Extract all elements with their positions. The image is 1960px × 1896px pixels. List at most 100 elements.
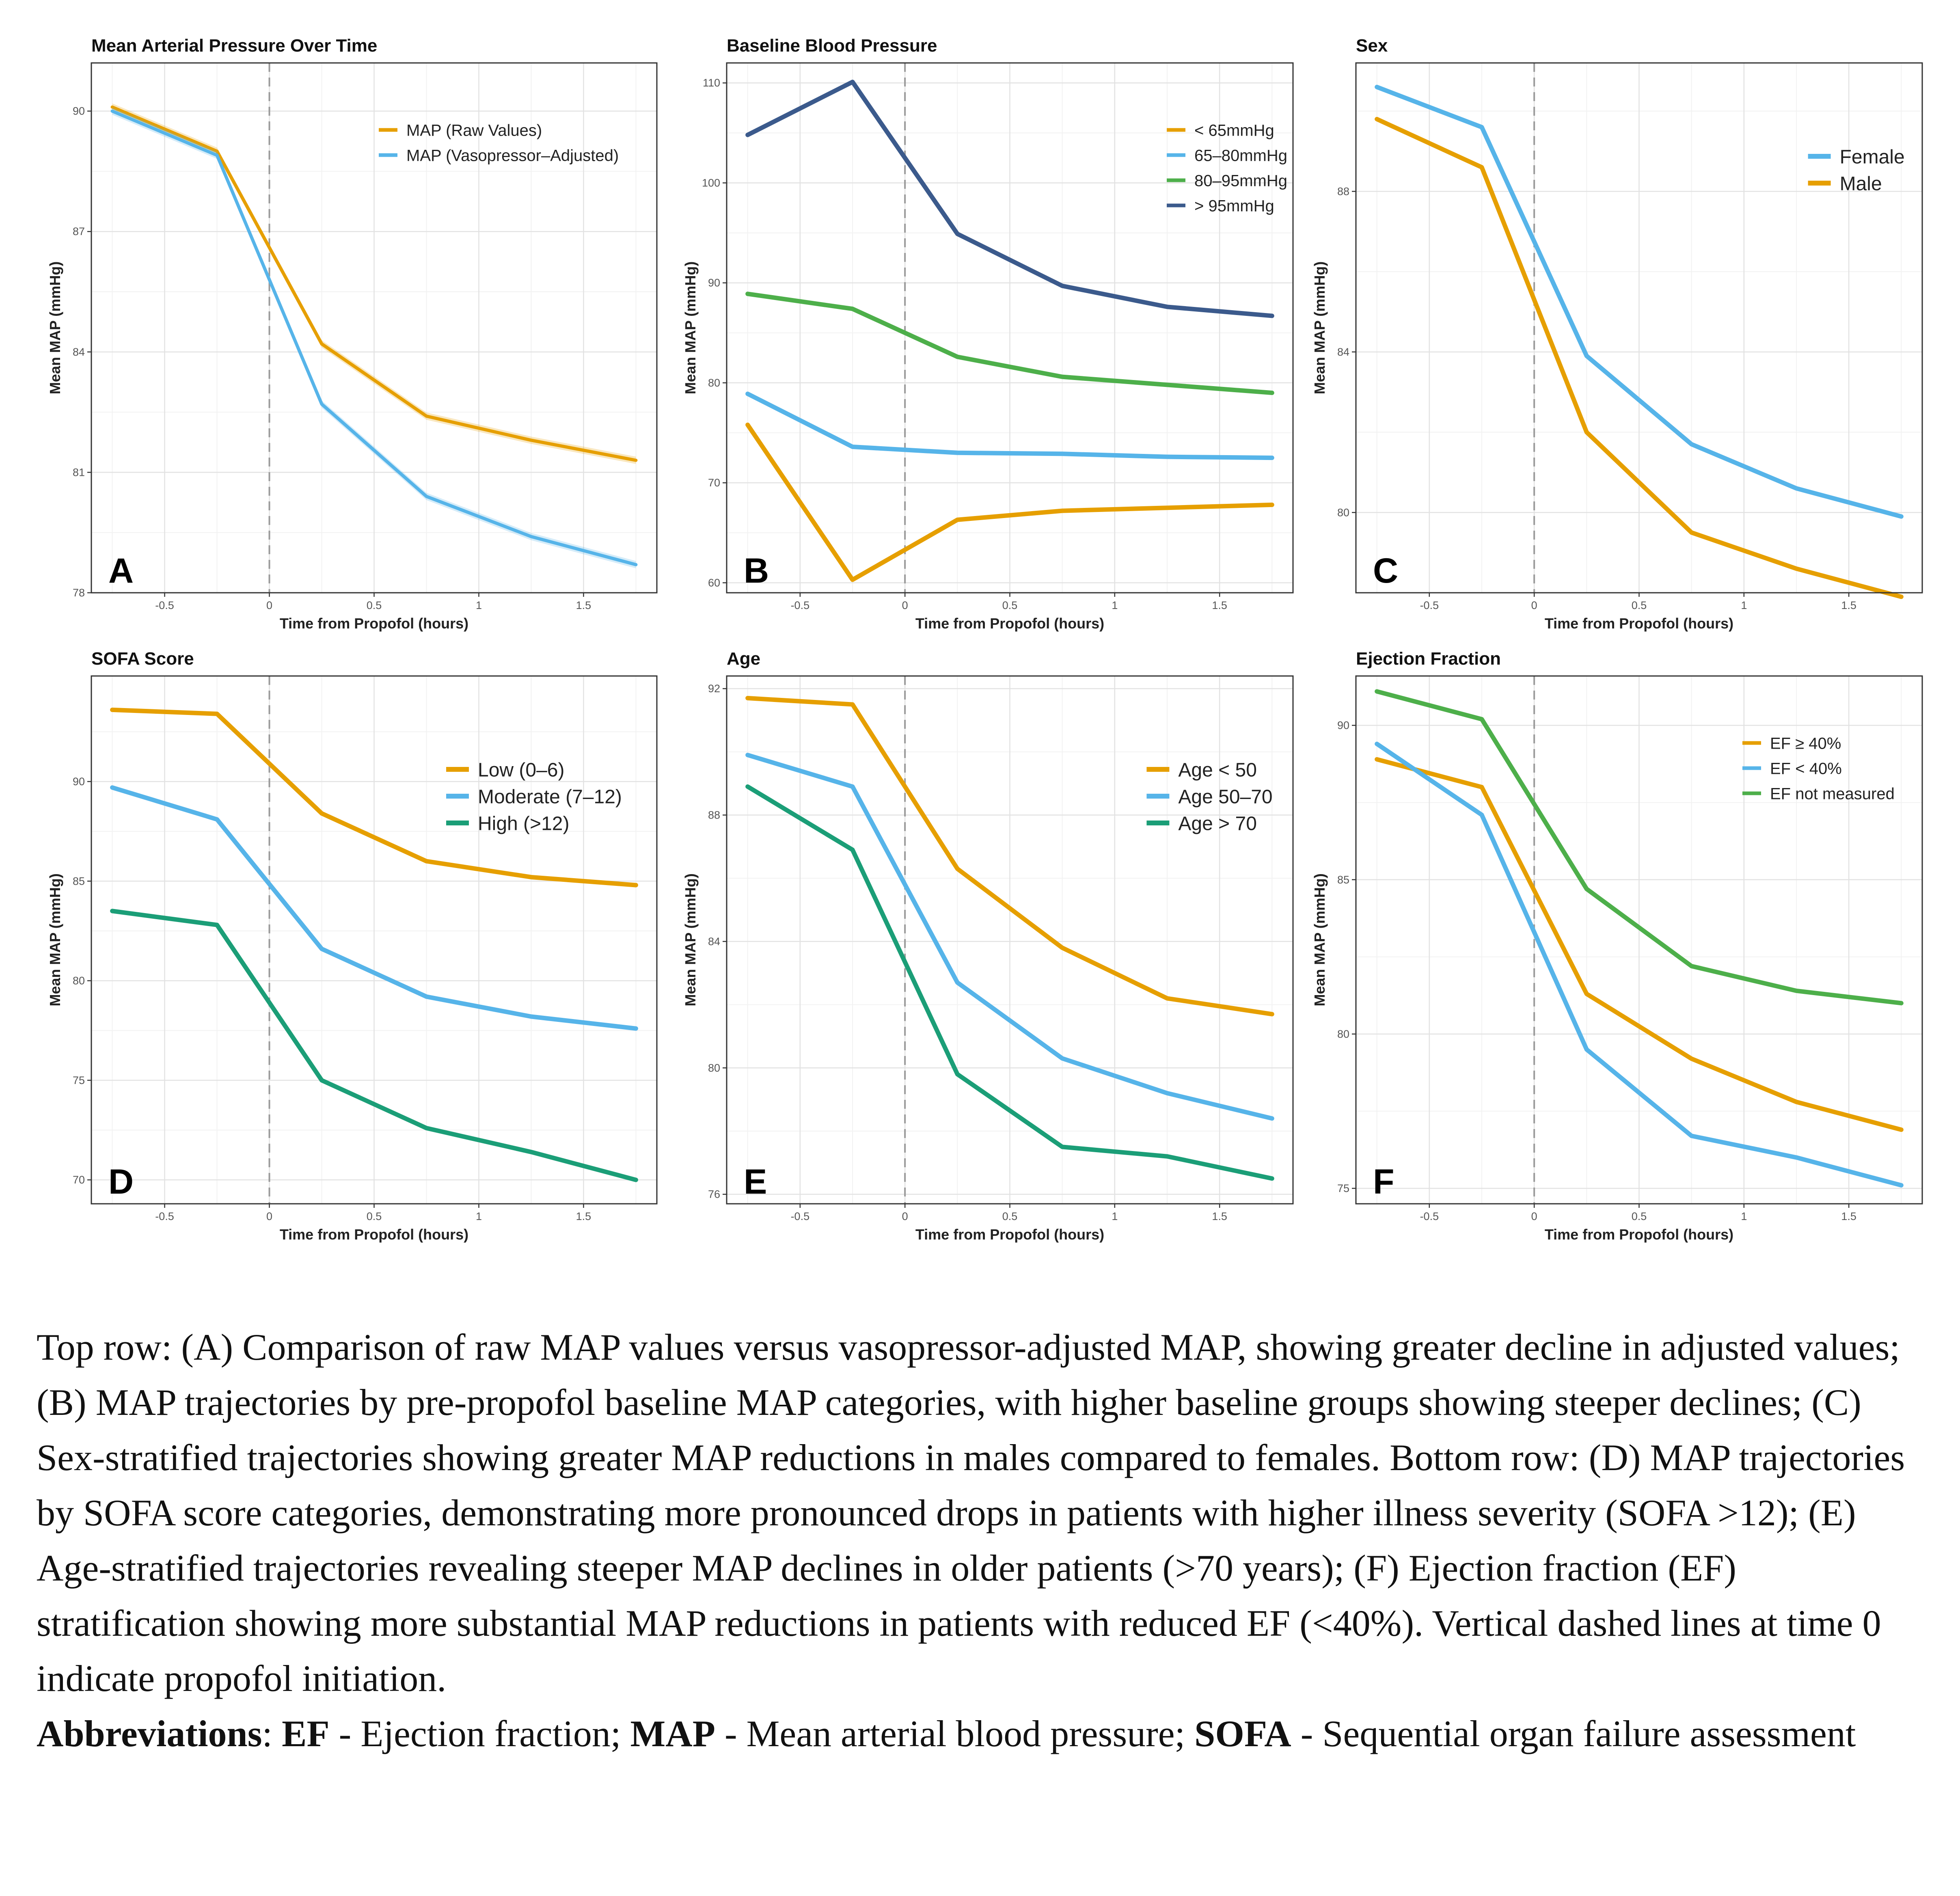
y-tick-label: 78 [73,587,85,599]
legend-label-b-2: 80–95mmHg [1194,172,1287,190]
data-point-b-2-3 [1062,376,1063,377]
panel-e: Age -0.5 0 0.5 1 1.5 76 80 84 88 92 Time from Propo… [682,649,1294,1243]
data-point-b-1-0 [747,393,748,394]
y-tick-label: 80 [708,377,720,389]
data-point-f-1-4 [1796,1157,1797,1158]
data-point-b-3-3 [1062,285,1063,286]
abbr-map: MAP [630,1713,715,1754]
data-point-f-0-5 [1901,1129,1902,1130]
x-tick-label: 0.5 [1632,1210,1647,1222]
abbr-ef: EF [282,1713,330,1754]
legend-label-f-0: EF ≥ 40% [1770,734,1841,752]
caption-paragraph: Top row: (A) Comparison of raw MAP value… [37,1326,1905,1699]
series-line-b-2 [745,292,1274,395]
x-tick-label: -0.5 [155,1210,174,1222]
panel-a-letter: A [108,551,134,590]
panel-d-series [110,707,638,1182]
data-point-f-1-1 [1481,814,1482,815]
panel-d: SOFA Score -0.5 0 0.5 1 1.5 70 75 80 85 90 Time fro… [47,649,658,1243]
panel-b-title: Baseline Blood Pressure [727,36,937,56]
data-point-f-0-1 [1481,787,1482,788]
legend-label-b-1: 65–80mmHg [1194,147,1287,164]
series-line-f-2 [1375,689,1904,1006]
panel-f-x-axis-label: Time from Propofol (hours) [1545,1226,1733,1243]
data-point-c-1-1 [1481,167,1482,168]
panel-f-legend: EF ≥ 40% EF < 40% EF not measured [1742,734,1895,803]
legend-label-d-1: Moderate (7–12) [478,786,622,808]
data-point-c-0-5 [1901,516,1902,517]
series-line-f-1 [1375,741,1904,1188]
panel-d-grid [91,676,657,1204]
x-tick-label: 1.5 [1212,1210,1227,1222]
panel-c-letter: C [1373,551,1398,590]
panel-b-grid [727,63,1293,593]
legend-label-e-1: Age 50–70 [1178,786,1272,808]
panel-a-legend: MAP (Raw Values) MAP (Vasopressor–Adjuste… [379,121,619,164]
data-point-e-0-1 [852,704,853,705]
panel-b: Baseline Blood Pressure -0.5 0 0.5 1 1.5 60 70 8… [682,36,1294,632]
data-point-b-0-5 [1271,504,1272,505]
x-tick-label: 0.5 [1632,599,1647,611]
series-line-f-0 [1375,757,1904,1132]
panel-e-title: Age [727,649,760,669]
series-line-c-1 [1375,117,1904,599]
panel-f-y-axis-label: Mean MAP (mmHg) [1311,873,1328,1006]
y-tick-label: 90 [708,277,720,289]
data-point-f-0-3 [1691,1058,1692,1059]
y-tick-label: 88 [708,809,720,821]
abbr-map-definition: - Mean arterial blood pressure; [715,1713,1195,1754]
panel-a-series [110,103,638,568]
x-tick-label: 1 [1112,1210,1118,1222]
legend-label-e-2: Age > 70 [1178,813,1257,834]
panel-c-x-axis-label: Time from Propofol (hours) [1545,615,1733,632]
data-point-f-2-3 [1691,966,1692,967]
y-tick-label: 70 [708,477,720,489]
x-tick-label: 1 [1741,1210,1747,1222]
y-tick-label: 60 [708,577,720,589]
data-point-e-2-4 [1167,1156,1168,1157]
data-point-e-2-1 [852,849,853,850]
x-tick-label: 1 [1112,599,1118,611]
data-point-b-0-0 [747,424,748,425]
abbr-sofa: SOFA [1194,1713,1291,1754]
legend-label-c-1: Male [1840,173,1882,194]
data-point-e-1-1 [852,786,853,787]
panel-e-grid [727,676,1293,1204]
y-tick-label: 84 [73,346,85,358]
data-point-d-0-0 [112,709,113,710]
y-tick-label: 75 [73,1074,85,1086]
data-point-e-0-3 [1062,947,1063,948]
panel-e-series [745,695,1274,1181]
panel-f: Ejection Fraction -0.5 0 0.5 1 1.5 75 80 85 90 Tim… [1311,649,1923,1243]
panel-d-legend: Low (0–6) Moderate (7–12) High (>12) [446,759,622,834]
data-point-d-2-5 [635,1179,636,1180]
data-point-c-1-5 [1901,596,1902,597]
data-point-b-2-4 [1167,384,1168,385]
y-tick-label: 80 [1337,506,1349,518]
panel-e-legend: Age < 50 Age 50–70 Age > 70 [1146,759,1273,834]
x-tick-label: 1 [476,599,482,611]
panel-a-y-axis-label: Mean MAP (mmHg) [47,261,63,394]
data-point-f-0-2 [1586,993,1587,994]
data-point-e-0-4 [1167,998,1168,999]
x-tick-label: 0.5 [367,1210,382,1222]
data-point-d-2-1 [217,924,218,925]
panel-b-x-axis-label: Time from Propofol (hours) [915,615,1104,632]
data-point-b-0-3 [1062,510,1063,511]
legend-label-f-2: EF not measured [1770,785,1895,803]
data-point-c-0-4 [1796,488,1797,489]
data-point-b-1-4 [1167,456,1168,457]
data-point-b-1-2 [957,452,958,453]
x-tick-label: -0.5 [1420,1210,1439,1222]
x-tick-label: 1.5 [576,1210,591,1222]
data-point-a-0-5 [635,460,636,461]
series-line-b-1 [745,391,1274,460]
series-line-e-0 [745,695,1274,1017]
data-point-d-1-3 [426,996,427,997]
data-point-f-2-2 [1586,889,1587,890]
y-tick-label: 81 [73,466,85,478]
data-point-c-0-3 [1691,444,1692,445]
series-line-c-0 [1375,84,1904,519]
abbreviations-label: Abbreviations [37,1713,262,1754]
data-point-b-0-4 [1167,507,1168,508]
